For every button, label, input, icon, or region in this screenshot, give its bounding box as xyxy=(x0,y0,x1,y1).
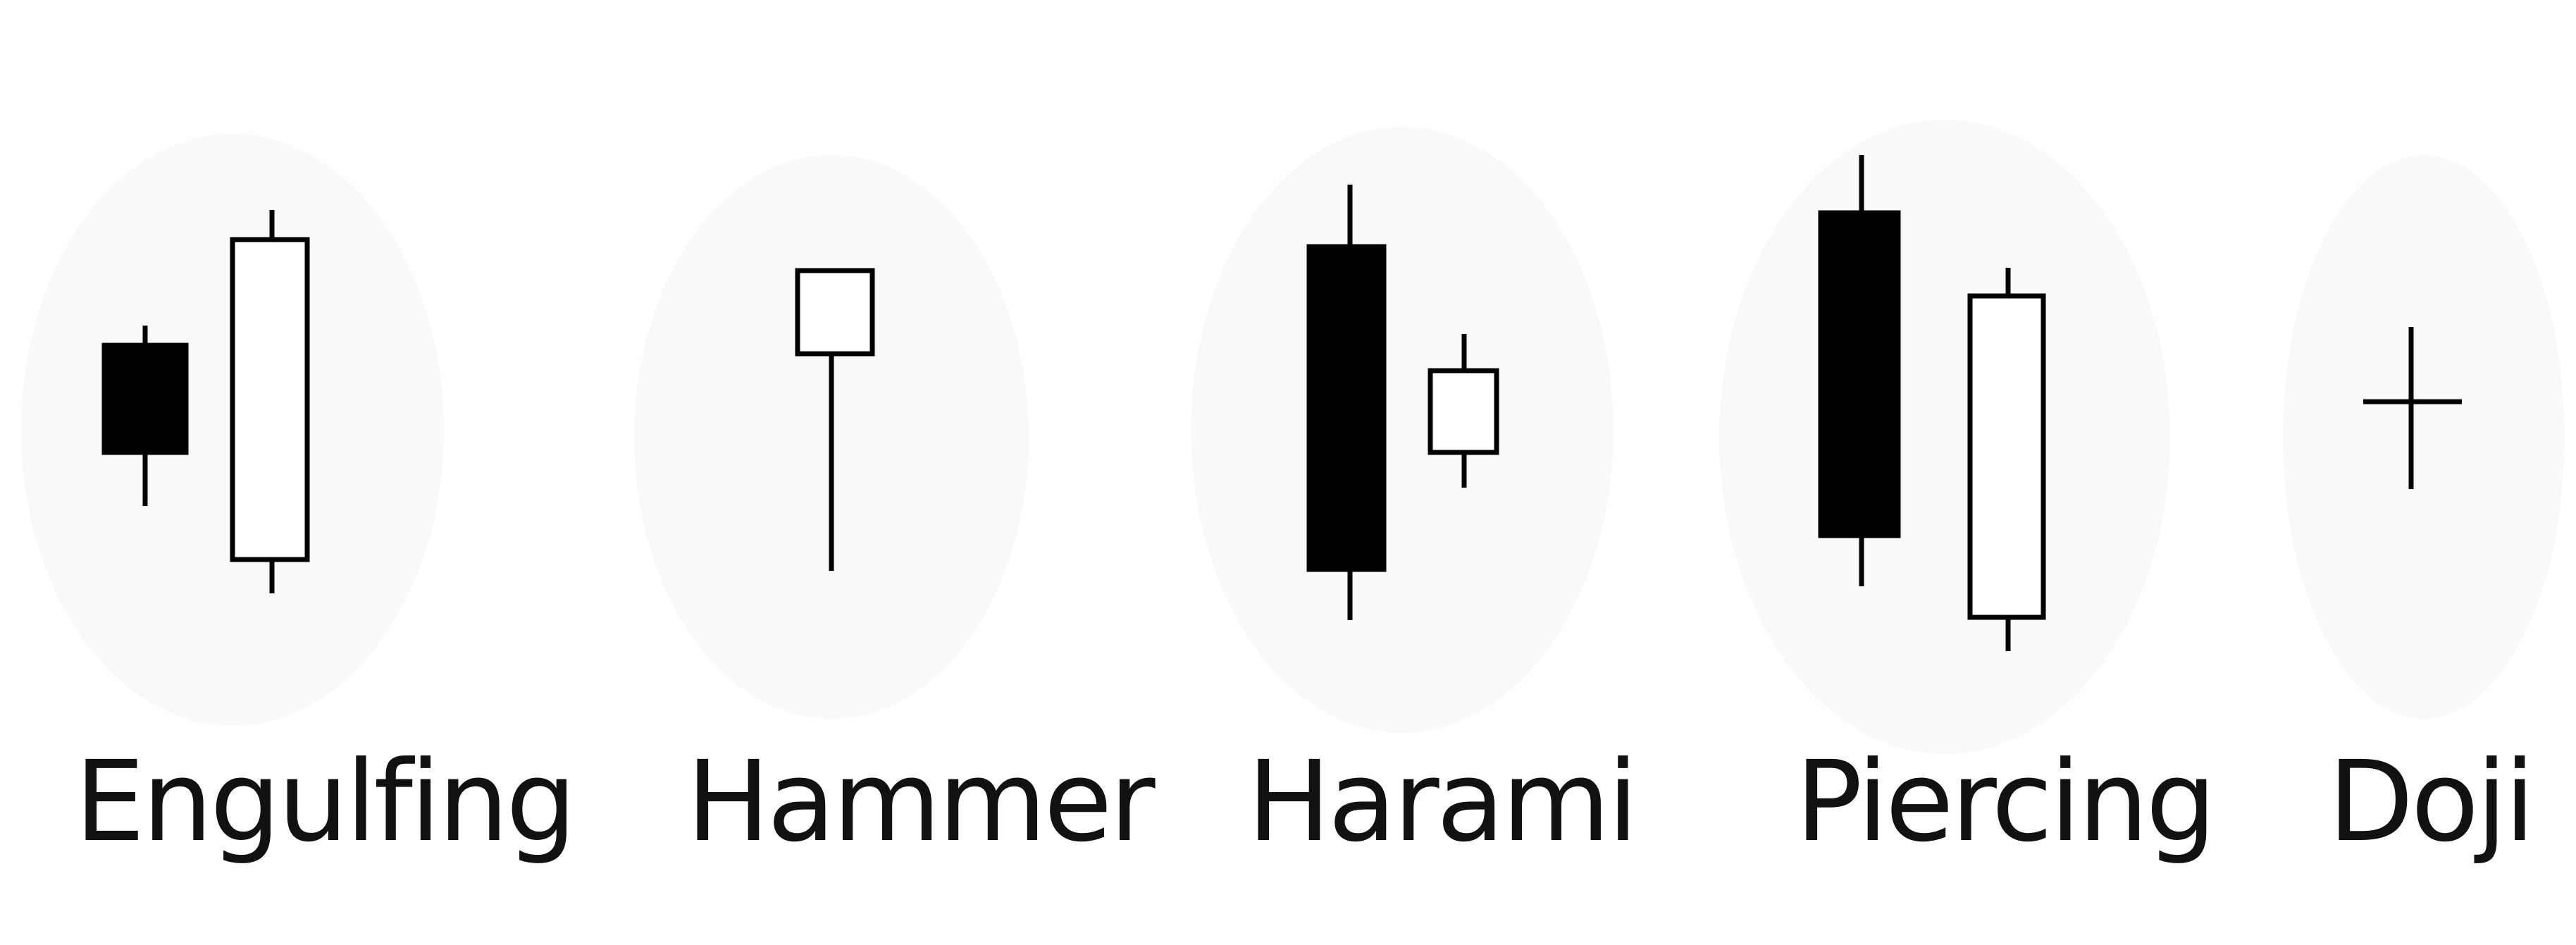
harami-bullish-candle xyxy=(1428,368,1499,455)
piercing-bearish-candle xyxy=(1818,210,1901,538)
piercing-label: Piercing xyxy=(1795,737,2217,867)
doji-label: Doji xyxy=(2328,737,2535,867)
piercing-halo xyxy=(1719,120,2170,754)
engulfing-bearish-candle xyxy=(101,342,189,455)
hammer-pattern xyxy=(795,268,875,571)
engulfing-pattern xyxy=(101,210,310,593)
harami-pattern xyxy=(1306,185,1499,620)
piercing-pattern xyxy=(1818,155,2046,651)
hammer-label: Hammer xyxy=(686,737,1156,867)
piercing-bullish-candle xyxy=(1967,293,2046,620)
doji-halo xyxy=(2283,155,2565,719)
hammer-candle xyxy=(795,268,875,357)
doji-pattern xyxy=(2363,327,2462,489)
harami-label: Harami xyxy=(1247,737,1638,867)
engulfing-label: Engulfing xyxy=(75,737,576,867)
harami-halo xyxy=(1191,127,1614,733)
engulfing-bullish-candle xyxy=(230,237,310,562)
background-halos xyxy=(21,120,2565,754)
harami-bearish-candle xyxy=(1306,244,1387,572)
